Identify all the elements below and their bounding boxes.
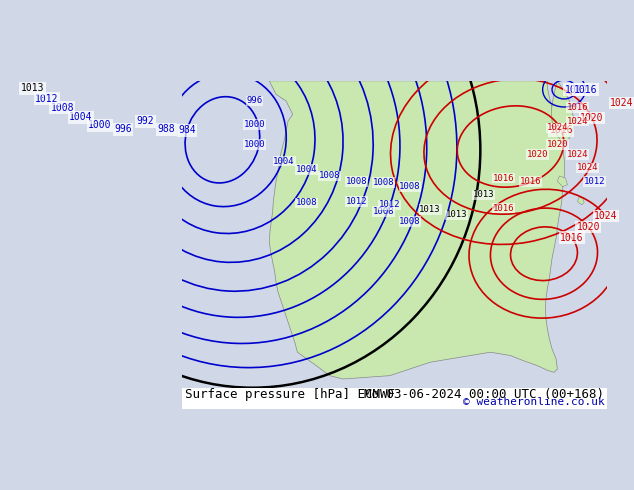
Text: 1004: 1004 xyxy=(295,165,317,174)
Text: 1008: 1008 xyxy=(51,102,74,113)
Text: 1016: 1016 xyxy=(567,103,588,112)
Text: 1016: 1016 xyxy=(493,204,515,213)
Text: 1013: 1013 xyxy=(446,210,468,220)
Text: Mo 03-06-2024 00:00 UTC (00+168): Mo 03-06-2024 00:00 UTC (00+168) xyxy=(365,388,604,401)
Text: 1012: 1012 xyxy=(564,85,588,95)
Text: © weatheronline.co.uk: © weatheronline.co.uk xyxy=(463,397,604,408)
Text: 1012: 1012 xyxy=(583,177,605,186)
Text: 996: 996 xyxy=(247,97,262,105)
Text: 1013: 1013 xyxy=(21,83,44,93)
Text: 1008: 1008 xyxy=(346,177,367,186)
Text: 1024: 1024 xyxy=(567,150,588,159)
Text: 1016: 1016 xyxy=(574,85,597,95)
Text: 1016: 1016 xyxy=(560,233,583,243)
Text: 1016: 1016 xyxy=(493,173,515,182)
Text: 1016: 1016 xyxy=(550,125,573,135)
Text: 1012: 1012 xyxy=(346,197,367,206)
Text: 1024: 1024 xyxy=(577,164,598,172)
Text: 1008: 1008 xyxy=(372,178,394,187)
Text: 1020: 1020 xyxy=(547,140,568,149)
Text: 1020: 1020 xyxy=(580,113,604,123)
Text: 996: 996 xyxy=(114,124,132,134)
Text: 1020: 1020 xyxy=(526,150,548,159)
Text: 1000: 1000 xyxy=(88,121,112,130)
Polygon shape xyxy=(578,197,584,205)
Text: Surface pressure [hPa] ECMWF: Surface pressure [hPa] ECMWF xyxy=(185,388,395,401)
Text: 1013: 1013 xyxy=(419,205,441,214)
Polygon shape xyxy=(552,81,574,143)
Text: 1024: 1024 xyxy=(547,123,568,132)
Text: 1004: 1004 xyxy=(69,112,93,122)
Text: 1024: 1024 xyxy=(567,117,588,125)
Text: 1008: 1008 xyxy=(295,198,317,207)
Text: 992: 992 xyxy=(137,116,155,126)
Text: 1000: 1000 xyxy=(244,140,265,149)
Text: 1012: 1012 xyxy=(35,94,58,103)
Text: 1008: 1008 xyxy=(372,207,394,216)
Text: 1024: 1024 xyxy=(610,98,633,108)
Text: 1016: 1016 xyxy=(520,177,541,186)
Polygon shape xyxy=(269,81,565,379)
Text: 1012: 1012 xyxy=(379,200,401,209)
Text: 1013: 1013 xyxy=(473,190,495,199)
Text: 1008: 1008 xyxy=(319,172,340,180)
Text: 1004: 1004 xyxy=(273,157,295,166)
Polygon shape xyxy=(557,176,567,187)
Bar xyxy=(182,388,607,409)
Text: 1008: 1008 xyxy=(399,182,421,191)
Text: 1008: 1008 xyxy=(399,217,421,226)
Text: 988: 988 xyxy=(157,124,175,134)
Text: 1000: 1000 xyxy=(244,120,265,129)
Text: 984: 984 xyxy=(178,125,196,135)
Text: 1020: 1020 xyxy=(576,222,600,232)
Text: 1024: 1024 xyxy=(594,211,618,221)
